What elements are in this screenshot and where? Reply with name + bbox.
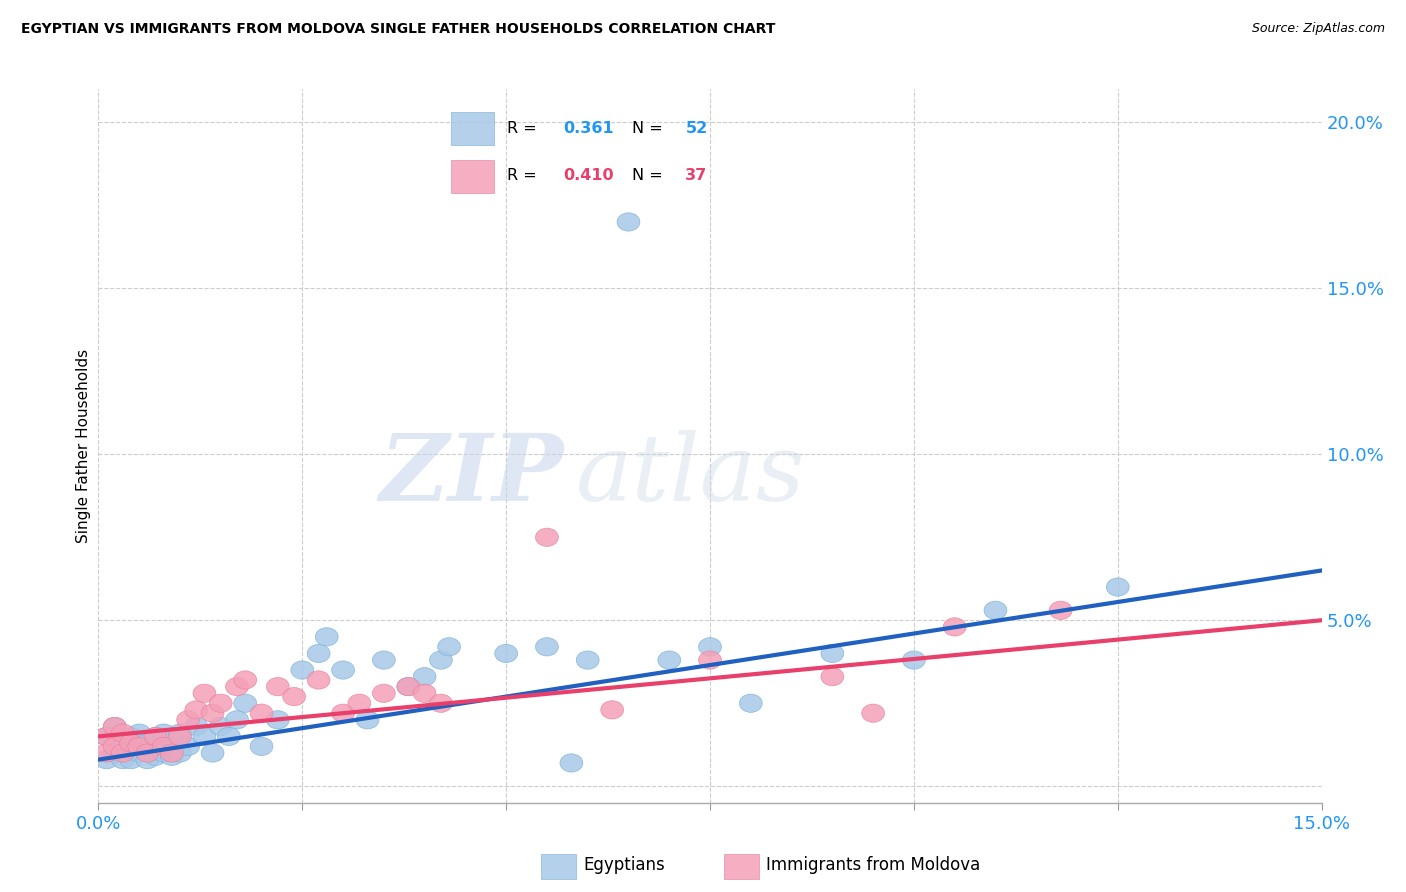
- Ellipse shape: [103, 744, 127, 762]
- Ellipse shape: [184, 717, 208, 736]
- Y-axis label: Single Father Households: Single Father Households: [76, 349, 91, 543]
- Ellipse shape: [373, 651, 395, 669]
- Ellipse shape: [96, 727, 118, 746]
- Ellipse shape: [396, 678, 420, 696]
- Ellipse shape: [821, 644, 844, 663]
- Ellipse shape: [103, 717, 127, 736]
- Text: ZIP: ZIP: [380, 430, 564, 519]
- Ellipse shape: [160, 747, 183, 765]
- Ellipse shape: [266, 678, 290, 696]
- Ellipse shape: [143, 727, 167, 746]
- Ellipse shape: [225, 711, 249, 729]
- Ellipse shape: [347, 694, 371, 713]
- Ellipse shape: [120, 727, 142, 746]
- Text: Source: ZipAtlas.com: Source: ZipAtlas.com: [1251, 22, 1385, 36]
- Ellipse shape: [177, 738, 200, 756]
- Ellipse shape: [373, 684, 395, 702]
- Ellipse shape: [658, 651, 681, 669]
- Ellipse shape: [600, 701, 624, 719]
- Ellipse shape: [111, 744, 135, 762]
- Ellipse shape: [984, 601, 1007, 619]
- Ellipse shape: [96, 727, 118, 746]
- Ellipse shape: [103, 717, 127, 736]
- Ellipse shape: [160, 731, 183, 749]
- Ellipse shape: [111, 750, 135, 769]
- Ellipse shape: [111, 738, 135, 756]
- Ellipse shape: [177, 711, 200, 729]
- Ellipse shape: [152, 744, 176, 762]
- Ellipse shape: [332, 704, 354, 723]
- Ellipse shape: [699, 651, 721, 669]
- Ellipse shape: [250, 704, 273, 723]
- Ellipse shape: [120, 734, 142, 752]
- Ellipse shape: [136, 744, 159, 762]
- Ellipse shape: [576, 651, 599, 669]
- Ellipse shape: [495, 644, 517, 663]
- Ellipse shape: [1049, 601, 1073, 619]
- Ellipse shape: [152, 738, 176, 756]
- Ellipse shape: [943, 618, 966, 636]
- Ellipse shape: [209, 694, 232, 713]
- Ellipse shape: [193, 684, 217, 702]
- Ellipse shape: [396, 678, 420, 696]
- Ellipse shape: [617, 213, 640, 231]
- Ellipse shape: [111, 724, 135, 742]
- Ellipse shape: [128, 724, 150, 742]
- Ellipse shape: [209, 717, 232, 736]
- Ellipse shape: [307, 644, 330, 663]
- Ellipse shape: [128, 738, 150, 756]
- Ellipse shape: [315, 628, 339, 646]
- Ellipse shape: [356, 711, 380, 729]
- Ellipse shape: [96, 750, 118, 769]
- Ellipse shape: [536, 528, 558, 547]
- Ellipse shape: [560, 754, 583, 772]
- Ellipse shape: [96, 744, 118, 762]
- Ellipse shape: [903, 651, 925, 669]
- Ellipse shape: [201, 744, 224, 762]
- Ellipse shape: [120, 750, 142, 769]
- Text: atlas: atlas: [575, 430, 806, 519]
- Ellipse shape: [152, 724, 176, 742]
- Ellipse shape: [283, 688, 305, 706]
- Ellipse shape: [699, 638, 721, 656]
- Ellipse shape: [291, 661, 314, 679]
- Ellipse shape: [821, 667, 844, 686]
- Text: EGYPTIAN VS IMMIGRANTS FROM MOLDOVA SINGLE FATHER HOUSEHOLDS CORRELATION CHART: EGYPTIAN VS IMMIGRANTS FROM MOLDOVA SING…: [21, 22, 776, 37]
- Text: Immigrants from Moldova: Immigrants from Moldova: [766, 856, 980, 874]
- Ellipse shape: [266, 711, 290, 729]
- Ellipse shape: [128, 744, 150, 762]
- Ellipse shape: [160, 744, 183, 762]
- Ellipse shape: [437, 638, 461, 656]
- Ellipse shape: [218, 727, 240, 746]
- Text: Egyptians: Egyptians: [583, 856, 665, 874]
- Ellipse shape: [136, 750, 159, 769]
- Ellipse shape: [413, 684, 436, 702]
- Ellipse shape: [740, 694, 762, 713]
- Ellipse shape: [201, 704, 224, 723]
- Ellipse shape: [429, 694, 453, 713]
- Ellipse shape: [862, 704, 884, 723]
- Ellipse shape: [169, 727, 191, 746]
- Ellipse shape: [193, 727, 217, 746]
- Ellipse shape: [250, 738, 273, 756]
- Ellipse shape: [143, 727, 167, 746]
- Ellipse shape: [184, 701, 208, 719]
- Ellipse shape: [429, 651, 453, 669]
- Ellipse shape: [233, 671, 257, 690]
- Ellipse shape: [103, 738, 127, 756]
- Ellipse shape: [225, 678, 249, 696]
- Ellipse shape: [169, 724, 191, 742]
- Ellipse shape: [413, 667, 436, 686]
- Ellipse shape: [307, 671, 330, 690]
- Ellipse shape: [143, 747, 167, 765]
- Ellipse shape: [332, 661, 354, 679]
- Ellipse shape: [233, 694, 257, 713]
- Ellipse shape: [136, 734, 159, 752]
- Ellipse shape: [1107, 578, 1129, 596]
- Ellipse shape: [169, 744, 191, 762]
- Ellipse shape: [536, 638, 558, 656]
